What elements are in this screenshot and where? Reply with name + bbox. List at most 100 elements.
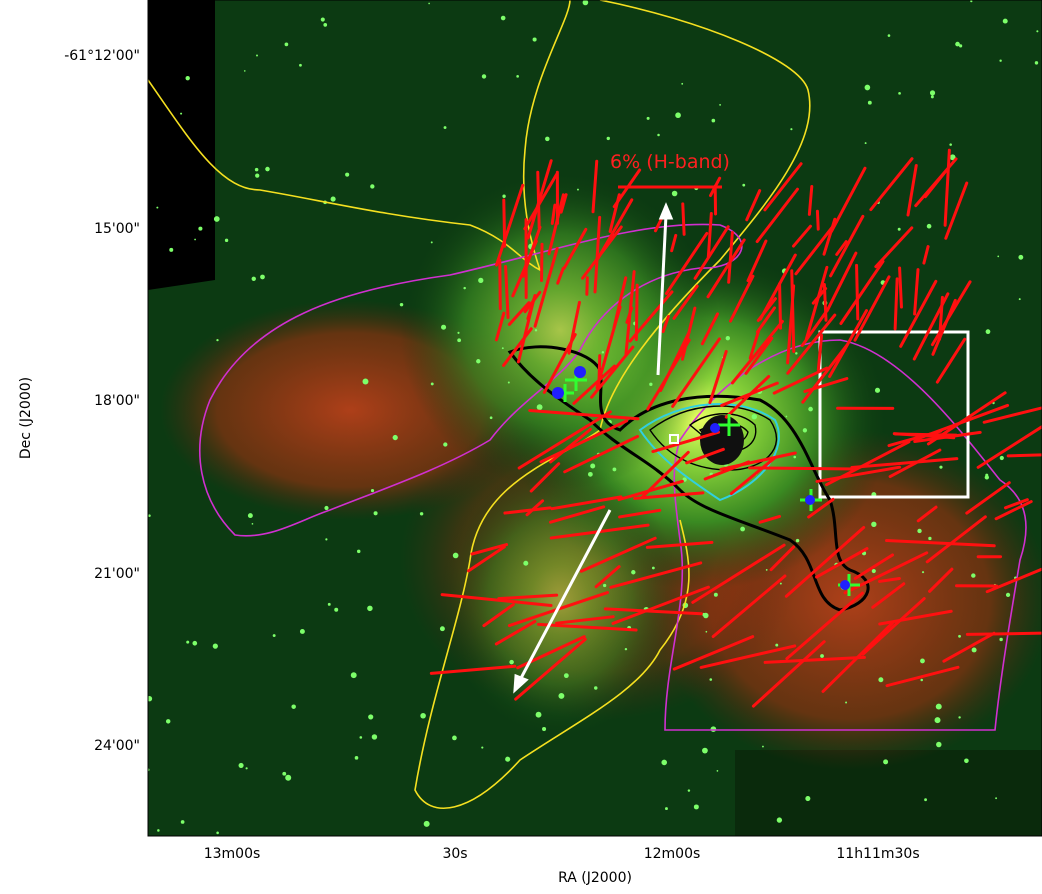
star xyxy=(930,90,935,95)
star xyxy=(452,736,457,741)
polarization-vector xyxy=(817,211,818,229)
star xyxy=(607,137,610,140)
star xyxy=(958,716,960,718)
star xyxy=(457,332,459,334)
star xyxy=(577,189,579,191)
star xyxy=(588,472,593,477)
star xyxy=(428,3,430,5)
star xyxy=(999,638,1002,641)
star xyxy=(711,726,717,732)
star xyxy=(537,404,543,410)
star xyxy=(285,775,291,781)
star xyxy=(545,137,550,142)
star xyxy=(762,746,764,748)
star xyxy=(865,142,867,144)
star xyxy=(244,70,246,72)
x-axis-label: RA (J2000) xyxy=(558,870,632,886)
star xyxy=(345,173,349,177)
star xyxy=(647,117,650,120)
polarization-vector xyxy=(500,260,501,308)
star xyxy=(420,512,423,515)
star xyxy=(888,34,891,37)
star xyxy=(898,228,901,231)
star xyxy=(509,660,514,665)
star xyxy=(717,770,719,772)
star xyxy=(928,537,931,540)
star xyxy=(657,134,660,137)
star xyxy=(845,702,847,704)
image: 6% (H-band) xyxy=(147,0,1042,836)
star xyxy=(256,54,258,56)
polarization-vector xyxy=(967,633,1042,635)
star xyxy=(672,191,678,197)
star xyxy=(936,704,942,710)
star xyxy=(542,727,546,731)
star xyxy=(476,359,480,363)
star xyxy=(357,550,360,553)
star xyxy=(594,686,597,689)
star xyxy=(299,64,302,67)
star xyxy=(255,168,259,172)
star xyxy=(820,654,824,658)
star xyxy=(441,325,446,330)
star xyxy=(502,347,504,349)
star xyxy=(291,704,295,708)
star xyxy=(508,381,510,383)
polarization-vector xyxy=(780,284,781,328)
y-tick-label: 18'00" xyxy=(94,393,140,409)
star xyxy=(157,829,160,832)
star xyxy=(481,747,483,749)
polarization-vector xyxy=(792,271,794,352)
star xyxy=(535,329,537,331)
star xyxy=(935,717,941,723)
polarization-vector xyxy=(750,468,856,469)
polarization-vector xyxy=(683,204,684,234)
star xyxy=(675,112,681,118)
star xyxy=(985,475,989,479)
star xyxy=(372,734,377,739)
figure: 6% (H-band) 13m00s 30s 12m00s 11h11m30s … xyxy=(0,0,1042,890)
star xyxy=(558,693,564,699)
x-tick-label: 11h11m30s xyxy=(836,846,919,862)
star xyxy=(260,275,265,280)
star xyxy=(790,128,792,130)
star xyxy=(214,216,220,222)
star xyxy=(225,239,228,242)
polarization-vector xyxy=(587,278,588,295)
star xyxy=(186,76,190,80)
star xyxy=(939,466,942,469)
star xyxy=(883,759,888,764)
star xyxy=(872,569,876,573)
star xyxy=(186,641,189,644)
star xyxy=(780,583,782,585)
star xyxy=(964,758,969,763)
star xyxy=(248,513,253,518)
star xyxy=(334,608,338,612)
polarization-vector xyxy=(895,279,897,329)
star xyxy=(898,92,901,95)
star xyxy=(213,644,218,649)
star xyxy=(681,83,683,85)
polarization-vector xyxy=(900,268,902,307)
star xyxy=(922,571,924,573)
star xyxy=(920,679,923,682)
star xyxy=(453,553,459,559)
star xyxy=(265,167,270,172)
star xyxy=(714,593,718,597)
star xyxy=(180,113,182,115)
star xyxy=(457,338,461,342)
star xyxy=(371,489,374,492)
star xyxy=(285,43,289,47)
star xyxy=(868,101,872,105)
star xyxy=(995,797,997,799)
star xyxy=(502,195,505,198)
star xyxy=(661,760,667,766)
star xyxy=(194,239,196,241)
star xyxy=(367,606,372,611)
star xyxy=(631,570,635,574)
star xyxy=(282,772,286,776)
star xyxy=(1036,30,1038,32)
star xyxy=(255,174,259,178)
star xyxy=(997,256,999,258)
star xyxy=(986,329,991,334)
